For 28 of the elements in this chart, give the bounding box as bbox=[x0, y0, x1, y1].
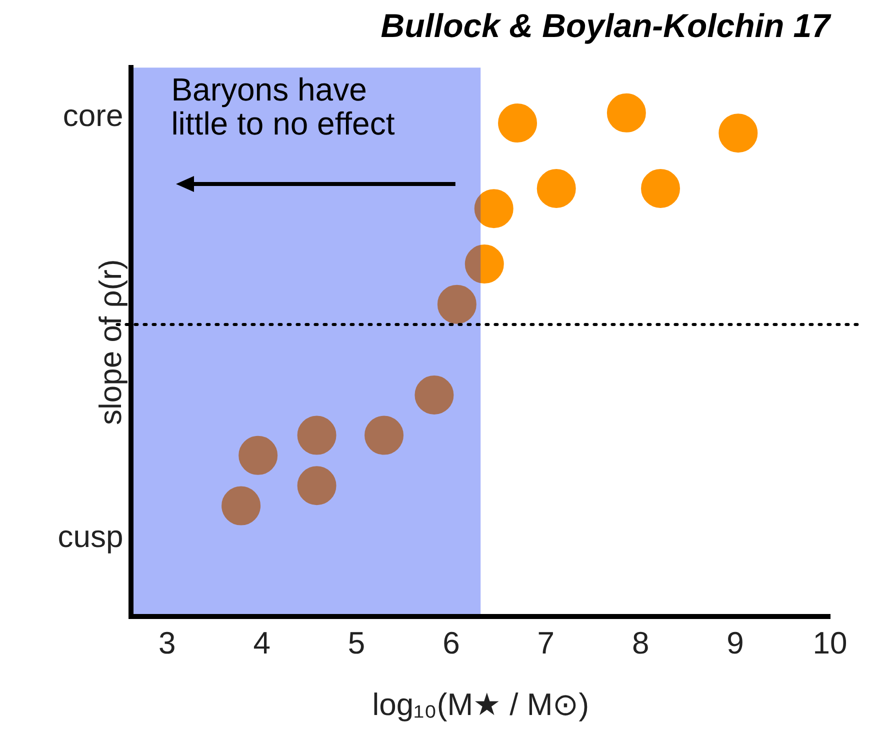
point bbox=[238, 436, 278, 475]
point bbox=[464, 244, 504, 284]
x-tick-label: 8 bbox=[632, 626, 650, 661]
point bbox=[474, 189, 514, 228]
x-tick-label: 6 bbox=[442, 626, 460, 661]
x-axis-title: log₁₀(M★ / M⊙) bbox=[372, 686, 590, 722]
text: cusp bbox=[58, 519, 124, 554]
point bbox=[222, 486, 261, 526]
chart-title: Bullock & Boylan-Kolchin 17 bbox=[380, 6, 832, 44]
x-tick-label: 3 bbox=[158, 626, 176, 661]
point bbox=[641, 168, 680, 208]
x-tick-label: 5 bbox=[348, 626, 366, 661]
point bbox=[536, 168, 576, 208]
x-tick-label: 10 bbox=[812, 626, 848, 661]
point bbox=[297, 416, 336, 455]
x-tick-label: 7 bbox=[537, 626, 555, 661]
point bbox=[414, 375, 454, 414]
point bbox=[364, 416, 404, 455]
point bbox=[297, 466, 336, 506]
point bbox=[498, 104, 538, 143]
point bbox=[437, 284, 476, 324]
x-tick-label: 9 bbox=[726, 626, 744, 661]
x-tick-label: 4 bbox=[253, 626, 270, 661]
band-label: Baryons have little to no effect bbox=[171, 71, 395, 142]
point bbox=[606, 93, 646, 132]
y-axis-title: slope of ρ(r) bbox=[93, 259, 128, 425]
point bbox=[718, 114, 758, 153]
text: core bbox=[62, 98, 124, 134]
